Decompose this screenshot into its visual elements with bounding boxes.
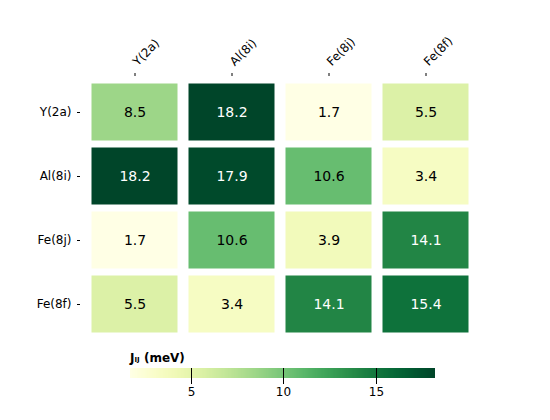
svg-text:15: 15	[369, 385, 384, 399]
svg-text:Jᵢⱼ (meV): Jᵢⱼ (meV)	[129, 351, 185, 365]
svg-text:Y(2a): Y(2a)	[129, 36, 162, 69]
svg-text:Fe(8f): Fe(8f)	[37, 297, 72, 311]
svg-text:14.1: 14.1	[410, 232, 441, 248]
svg-text:Al(8i): Al(8i)	[227, 36, 259, 68]
svg-text:Fe(8j): Fe(8j)	[38, 233, 72, 247]
svg-text:18.2: 18.2	[216, 104, 247, 120]
svg-text:18.2: 18.2	[119, 168, 150, 184]
svg-text:Y(2a): Y(2a)	[39, 105, 72, 119]
svg-text:10.6: 10.6	[216, 232, 247, 248]
svg-text:3.4: 3.4	[221, 296, 243, 312]
svg-text:Fe(8f): Fe(8f)	[421, 34, 456, 69]
svg-text:Al(8i): Al(8i)	[40, 169, 72, 183]
svg-text:8.5: 8.5	[124, 104, 146, 120]
svg-text:1.7: 1.7	[124, 232, 146, 248]
svg-text:3.9: 3.9	[318, 232, 340, 248]
svg-text:15.4: 15.4	[410, 296, 441, 312]
svg-text:Fe(8j): Fe(8j)	[324, 35, 358, 69]
svg-text:5.5: 5.5	[124, 296, 146, 312]
svg-text:1.7: 1.7	[318, 104, 340, 120]
svg-text:5: 5	[188, 385, 196, 399]
svg-text:5.5: 5.5	[415, 104, 437, 120]
svg-text:14.1: 14.1	[313, 296, 344, 312]
svg-text:10.6: 10.6	[313, 168, 344, 184]
svg-text:10: 10	[276, 385, 291, 399]
svg-text:3.4: 3.4	[415, 168, 437, 184]
svg-text:17.9: 17.9	[216, 168, 247, 184]
